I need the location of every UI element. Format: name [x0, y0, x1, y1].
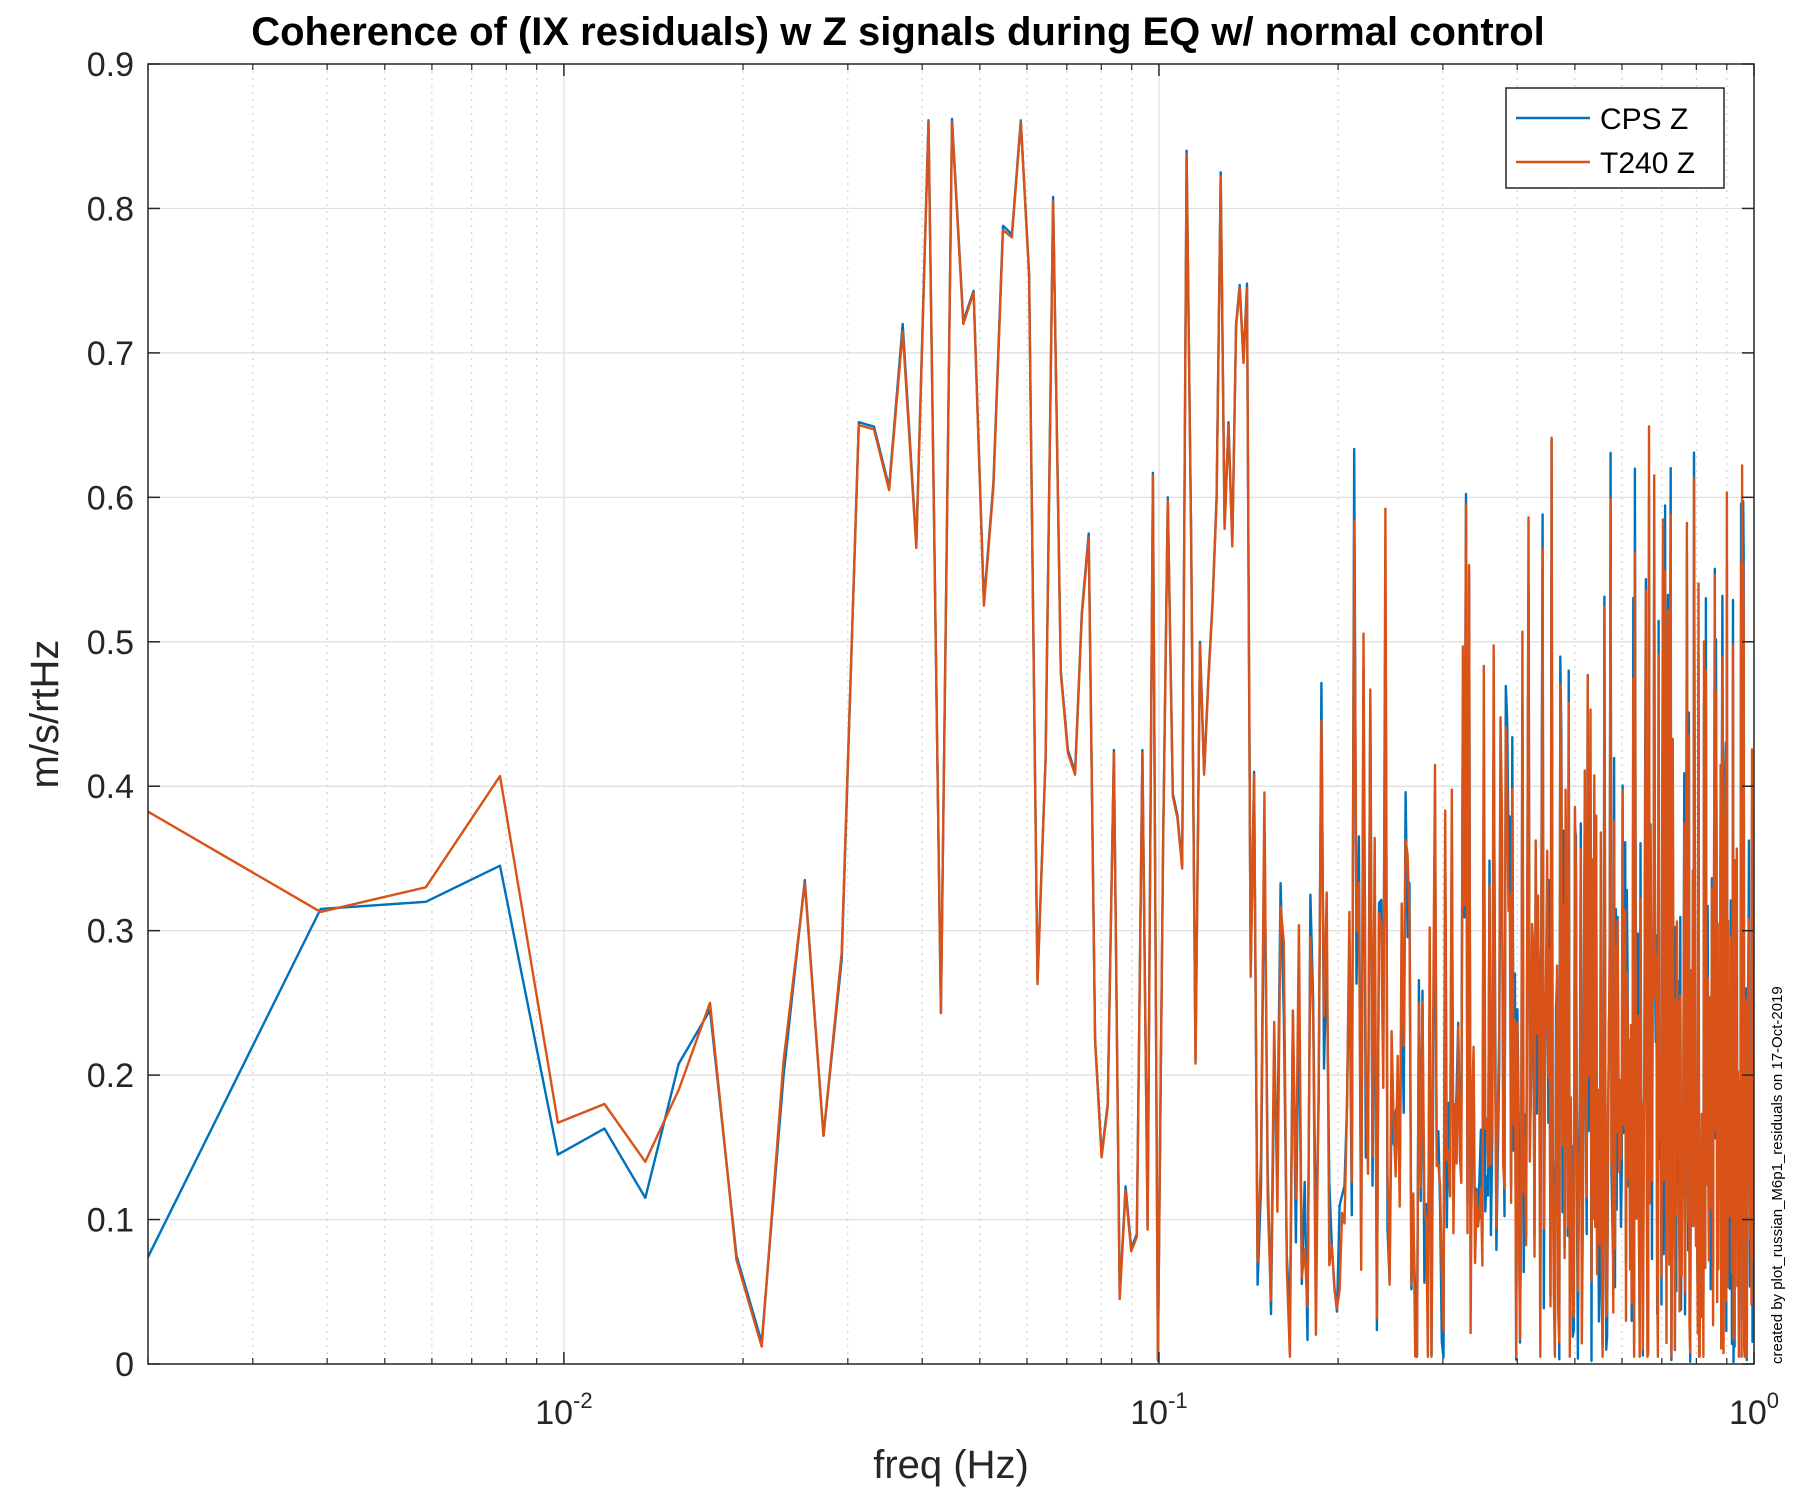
y-tick-label: 0.4 — [87, 768, 134, 806]
legend-box — [1505, 87, 1725, 189]
legend: CPS Z T240 Z — [1505, 87, 1725, 189]
legend-label: CPS Z — [1600, 103, 1688, 136]
plot-frame — [147, 63, 1755, 1365]
y-tick-label: 0.3 — [87, 913, 134, 951]
footnote-text: created by plot_russian_M6p1_residuals o… — [1769, 986, 1786, 1364]
y-tick-label: 0.1 — [87, 1202, 134, 1240]
y-axis-label: m/s/rtHz — [23, 640, 67, 789]
y-tick-label: 0.8 — [87, 190, 134, 228]
series-line-1 — [148, 120, 1754, 1363]
y-tick-label: 0 — [115, 1346, 134, 1384]
legend-label: T240 Z — [1600, 147, 1695, 180]
series-layer — [148, 117, 1754, 1364]
x-tick-label: 10-1 — [1130, 1388, 1187, 1432]
chart-title: Coherence of (IX residuals) w Z signals … — [251, 10, 1545, 54]
y-tick-label: 0.9 — [87, 46, 134, 84]
y-tick-label: 0.7 — [87, 335, 134, 373]
y-tick-labels: 0 0.1 0.2 0.3 0.4 0.5 0.6 0.7 0.8 0.9 — [87, 46, 1754, 1384]
x-tick-labels: 10-2 10-1 100 — [147, 64, 1779, 1432]
x-axis-label: freq (Hz) — [873, 1443, 1029, 1487]
x-tick-label: 100 — [1729, 1388, 1779, 1432]
y-tick-label: 0.6 — [87, 479, 134, 517]
y-tick-label: 0.2 — [87, 1057, 134, 1095]
x-tick-label: 10-2 — [535, 1388, 592, 1432]
y-tick-label: 0.5 — [87, 624, 134, 662]
